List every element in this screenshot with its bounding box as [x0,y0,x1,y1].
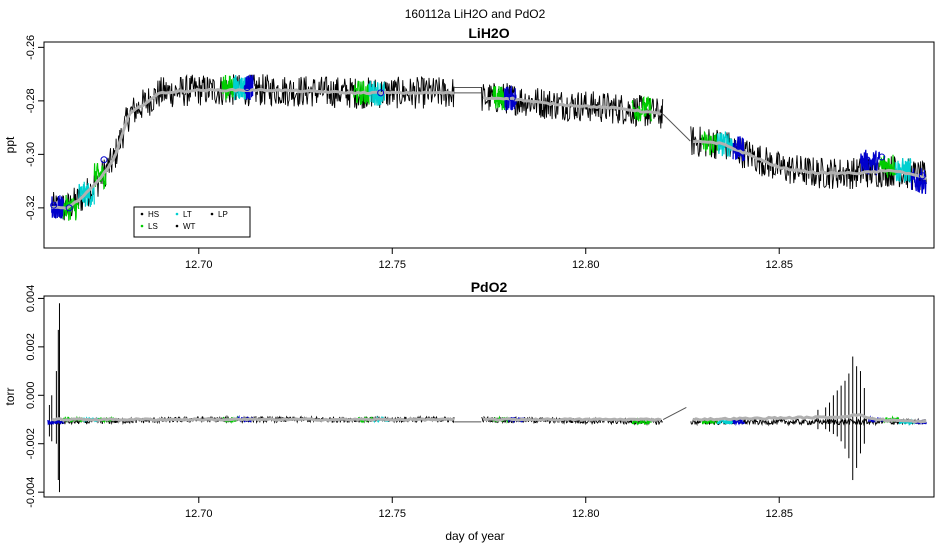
calibration-segment [910,168,927,195]
panel-pdo2: PdO2 12.70 12.75 12.80 12.85 0.004 0.002 0.000 -… [3,279,935,520]
data-point [735,142,743,150]
data-point [508,94,516,102]
legend-label: LT [183,210,192,219]
data-point [377,89,385,97]
calibration-segment [93,163,107,190]
y-axis-label: torr [3,387,17,405]
panel-lih2o: LiH2O 12.70 12.75 12.80 12.85 -0.26 -0.28 -0.30… [3,25,935,271]
calibration-segment [492,86,506,111]
y-tick-label: -0.28 [25,88,37,113]
calibration-segment [47,419,64,426]
legend-swatch [140,212,144,216]
legend-swatch [175,224,179,228]
calibration-segment [631,96,653,122]
calibration-segment [732,418,745,426]
y-tick-label: -0.004 [25,477,37,508]
y-tick-label: 0.000 [25,382,37,410]
figure-main-title: 160112a LiH2O and PdO2 [405,7,546,21]
calibration-segment [353,80,370,106]
y-tick-label: 0.002 [25,333,37,361]
data-point [243,83,251,91]
y-tick-label: 0.004 [25,285,37,313]
data-point [100,156,108,164]
legend-box [133,206,251,238]
legend-swatch [175,212,179,216]
x-tick-label: 12.85 [765,508,793,520]
calibration-segment [244,74,254,101]
y-tick-label: -0.32 [25,195,37,220]
panel-title: LiH2O [468,25,509,41]
x-tick-label: 12.85 [765,259,793,271]
x-tick-label: 12.80 [572,508,600,520]
legend-label: WT [183,222,196,231]
raw-series-line [51,73,927,221]
legend-label: LP [218,210,228,219]
plot-frame [43,295,935,498]
y-tick-label: -0.30 [25,142,37,167]
calibration-segment [701,130,718,156]
legend-label: LS [148,222,158,231]
calibration-segment [78,181,95,207]
legend-swatch [210,212,214,216]
x-tick-label: 12.70 [185,259,213,271]
y-axis-label: ppt [3,136,17,153]
x-tick-label: 12.75 [378,508,406,520]
x-tick-label: 12.70 [185,508,213,520]
x-tick-label: 12.75 [378,259,406,271]
gap-bridge-line [662,113,691,142]
calibration-segment [879,154,896,178]
calibration-segment [732,136,745,162]
y-tick-label: -0.26 [25,35,37,60]
calibration-segment [233,75,246,101]
x-tick-label: 12.80 [572,259,600,271]
data-point [878,153,886,161]
panel-title: PdO2 [471,279,508,295]
calibration-segment [503,85,517,111]
plot-frame [43,41,935,249]
calibration-segment [716,417,734,426]
calibration-segment [894,158,912,184]
data-point [862,156,870,164]
calibration-segment [859,149,881,176]
smooth-series-line [51,413,927,424]
legend-label: HS [148,210,159,219]
y-tick-label: -0.002 [25,428,37,459]
data-point [50,201,58,209]
gap-bridge-line [662,406,687,420]
smooth-series-line [51,87,927,211]
data-point [918,172,926,180]
data-point [65,204,73,212]
calibration-segment [221,74,235,101]
x-axis-label: day of year [445,529,504,543]
legend-swatch [140,224,144,228]
calibration-segment [51,195,64,220]
